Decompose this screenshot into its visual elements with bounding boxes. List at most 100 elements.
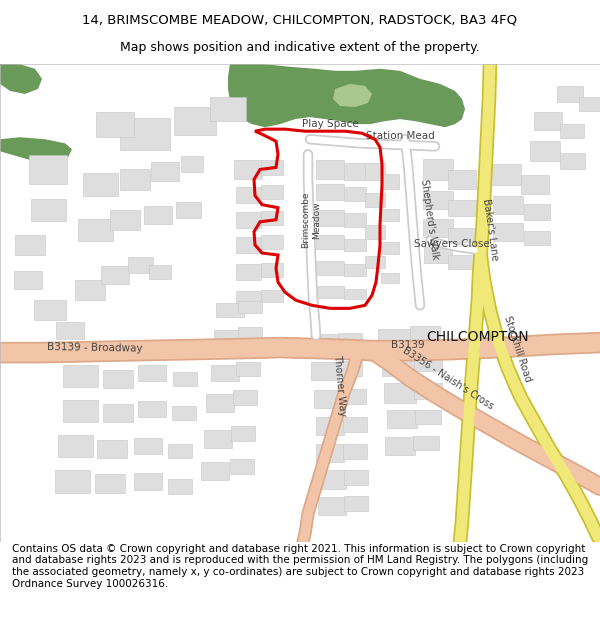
Bar — [97, 440, 127, 458]
Bar — [235, 186, 260, 202]
Bar — [138, 365, 166, 381]
Text: Contains OS data © Crown copyright and database right 2021. This information is : Contains OS data © Crown copyright and d… — [12, 544, 588, 589]
Bar — [134, 473, 162, 489]
Bar — [344, 186, 366, 201]
Bar — [489, 164, 521, 184]
Bar — [311, 362, 339, 380]
Bar — [410, 326, 440, 344]
Bar — [235, 264, 260, 280]
Text: Sawyers Close: Sawyers Close — [414, 239, 490, 249]
Text: Brimscombe
Meadow: Brimscombe Meadow — [301, 191, 320, 248]
Bar — [174, 107, 216, 135]
Bar — [236, 362, 260, 376]
Bar — [15, 235, 45, 255]
Bar — [95, 474, 125, 492]
Bar — [231, 426, 255, 441]
Bar — [34, 300, 66, 321]
Bar — [448, 255, 473, 269]
Bar — [382, 356, 414, 376]
Bar — [344, 264, 366, 276]
Bar — [96, 111, 134, 137]
Bar — [206, 394, 234, 412]
Bar — [261, 235, 283, 249]
Bar — [235, 237, 260, 253]
Bar — [261, 211, 283, 225]
Bar — [211, 365, 239, 381]
Bar — [316, 261, 344, 275]
Text: Thorner Way: Thorner Way — [332, 354, 347, 417]
Bar — [423, 191, 453, 209]
Bar — [56, 322, 84, 339]
Bar — [120, 118, 170, 151]
Bar — [168, 444, 192, 458]
Bar — [521, 176, 549, 194]
Bar — [344, 239, 366, 251]
Bar — [342, 389, 366, 404]
Bar — [448, 199, 476, 216]
Bar — [579, 97, 600, 111]
Bar — [387, 410, 417, 428]
Bar — [214, 331, 242, 347]
Bar — [261, 184, 283, 199]
Bar — [75, 280, 105, 300]
Bar — [384, 383, 416, 403]
Bar — [381, 209, 399, 221]
Bar — [55, 471, 89, 492]
Bar — [413, 436, 439, 450]
Bar — [14, 271, 42, 289]
Bar — [344, 289, 366, 299]
Text: B3139: B3139 — [391, 339, 425, 349]
Bar — [343, 444, 367, 459]
Bar — [423, 219, 453, 237]
Bar — [365, 163, 385, 179]
Bar — [128, 257, 152, 273]
Text: Map shows position and indicative extent of the property.: Map shows position and indicative extent… — [120, 41, 480, 54]
Bar — [560, 124, 584, 138]
Bar — [238, 328, 262, 342]
Bar — [365, 192, 385, 207]
Bar — [344, 496, 368, 511]
Bar — [414, 383, 442, 399]
Bar — [83, 174, 118, 196]
Bar — [385, 438, 415, 455]
Bar — [560, 153, 584, 169]
Bar — [149, 265, 171, 279]
Bar — [234, 161, 262, 179]
Bar — [168, 479, 192, 494]
Bar — [424, 247, 452, 263]
Bar — [318, 471, 346, 489]
Bar — [181, 156, 203, 172]
Bar — [62, 365, 97, 387]
Bar — [201, 462, 229, 481]
Bar — [493, 196, 523, 214]
Bar — [365, 256, 385, 268]
Bar — [344, 163, 366, 179]
Bar — [172, 406, 196, 420]
Bar — [173, 372, 197, 386]
Bar — [110, 210, 140, 230]
Bar — [316, 235, 344, 249]
Text: Stockhill Road: Stockhill Road — [503, 314, 533, 383]
Text: Play Space: Play Space — [302, 119, 358, 129]
Bar — [415, 410, 441, 424]
Bar — [493, 222, 523, 241]
Text: B3356 - Naish's Cross: B3356 - Naish's Cross — [401, 346, 495, 412]
Bar — [216, 303, 244, 318]
Bar — [103, 404, 133, 422]
Bar — [524, 231, 550, 245]
Bar — [381, 273, 399, 283]
Bar — [31, 199, 65, 221]
Bar — [423, 159, 453, 179]
Bar — [344, 213, 366, 227]
Text: B3139 - Broadway: B3139 - Broadway — [47, 342, 143, 354]
Bar — [534, 112, 562, 130]
Bar — [261, 160, 283, 175]
Bar — [144, 206, 172, 224]
Polygon shape — [228, 64, 465, 127]
Bar — [338, 361, 362, 376]
Bar — [343, 416, 367, 432]
Bar — [204, 430, 232, 448]
Bar — [381, 242, 399, 254]
Bar — [365, 225, 385, 239]
Bar — [103, 370, 133, 388]
